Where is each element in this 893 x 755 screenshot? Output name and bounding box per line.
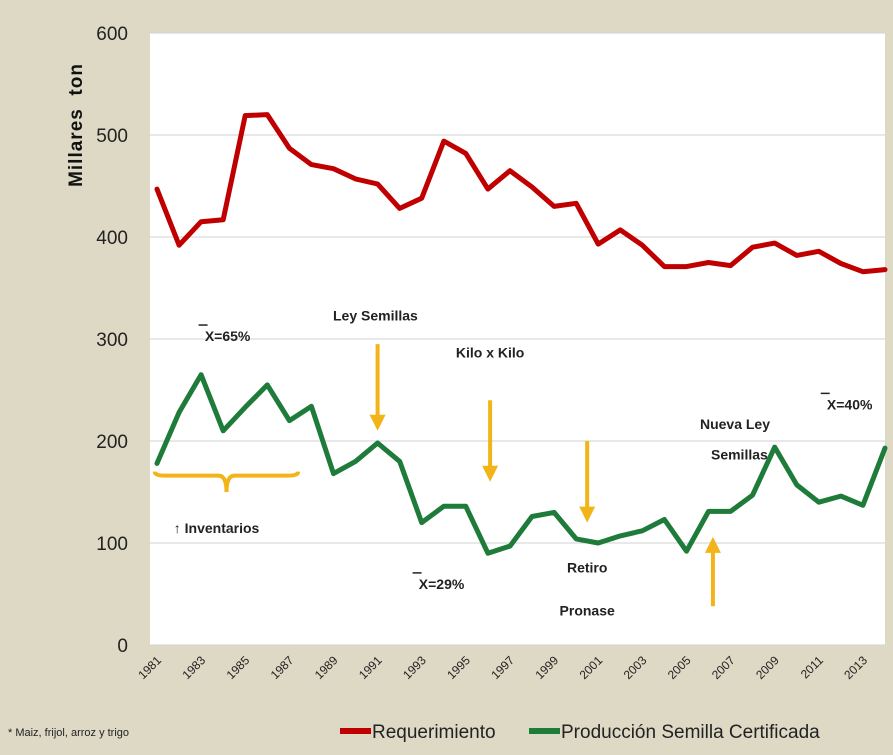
y-tick-label: 200 (96, 432, 128, 453)
arrow-icon (369, 414, 386, 431)
x-tick-label: 1987 (268, 653, 297, 682)
x-tick-label: 2011 (798, 653, 826, 681)
footnote: * Maiz, frijol, arroz y trigo (8, 727, 129, 739)
annotation: X=40% (827, 396, 873, 412)
x-tick-label: 1991 (356, 653, 385, 682)
x-tick-label: 1983 (179, 653, 208, 682)
legend-label: Producción Semilla Certificada (561, 722, 820, 743)
annotation: ↑ Inventarios (174, 520, 260, 536)
series-line-produccion (154, 372, 888, 556)
x-tick-label: 2007 (709, 653, 738, 682)
x-tick-label: 1997 (488, 653, 517, 682)
annotation: X=65% (205, 328, 251, 344)
x-tick-label: 1999 (532, 653, 561, 682)
annotation: X=29% (419, 576, 465, 592)
x-tick-label: 2003 (621, 653, 650, 682)
x-tick-label: 1981 (135, 653, 164, 682)
y-axis-label: Millares ton (66, 63, 87, 187)
arrow-icon (704, 536, 721, 553)
y-tick-label: 0 (117, 636, 128, 657)
y-tick-label: 400 (96, 228, 128, 249)
annotation: Kilo x Kilo (456, 344, 524, 360)
annotation: Ley Semillas (333, 308, 418, 324)
x-tick-label: 2001 (577, 653, 606, 682)
x-tick-label: 1995 (444, 653, 473, 682)
y-tick-label: 600 (96, 24, 128, 45)
y-tick-label: 100 (96, 534, 128, 555)
x-tick-label: 2013 (841, 653, 870, 682)
x-tick-label: 2005 (665, 653, 694, 682)
annotation: Nueva Ley (700, 416, 770, 432)
arrow-icon (579, 506, 596, 523)
annotation: Retiro (567, 560, 607, 576)
arrow-icon (482, 465, 499, 482)
x-tick-label: 1985 (224, 653, 253, 682)
x-tick-label: 1993 (400, 653, 429, 682)
x-tick-label: 1989 (312, 653, 341, 682)
annotation: Semillas (711, 446, 768, 462)
y-tick-label: 300 (96, 330, 128, 351)
inventory-bracket (152, 471, 301, 493)
series-line-requerimiento (154, 112, 888, 275)
x-tick-label: 2009 (753, 653, 782, 682)
legend-label: Requerimiento (372, 722, 496, 743)
y-tick-label: 500 (96, 126, 128, 147)
annotation: Pronase (560, 602, 615, 618)
